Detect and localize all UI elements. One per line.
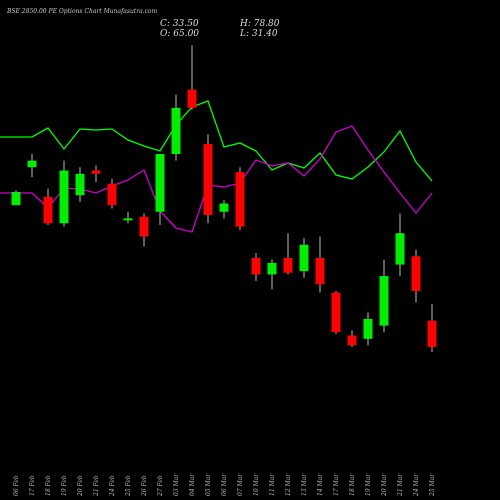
- x-tick-label: 14 Mar: [317, 473, 324, 496]
- x-tick-label: 19 Feb: [61, 475, 68, 496]
- candle-body-12-mar: [283, 257, 293, 273]
- candle-body-06-mar: [219, 203, 229, 212]
- candle-body-18-feb: [43, 196, 53, 224]
- x-tick-label: 07 Mar: [237, 473, 244, 496]
- candle-body-11-mar: [267, 262, 277, 275]
- x-tick-label: 11 Mar: [269, 473, 276, 496]
- candle-body-17-feb: [27, 160, 37, 168]
- candle-body-24-mar: [411, 256, 421, 291]
- candle-body-21-feb: [91, 170, 101, 174]
- x-tick-label: 20 Mar: [381, 473, 388, 497]
- low-value: L: 31.40: [240, 29, 278, 39]
- x-tick-label: 18 Mar: [349, 473, 356, 496]
- high-value: H: 78.80: [240, 19, 280, 29]
- chart-title: BSE 2850.00 PE Options Chart Munafasutra…: [7, 8, 158, 15]
- close-value: C: 33.50: [160, 19, 199, 29]
- x-tick-label: 04 Mar: [189, 473, 196, 496]
- candle-body-18-mar: [347, 335, 357, 346]
- x-tick-label: 24 Feb: [109, 475, 116, 497]
- x-tick-label: 03 Mar: [173, 473, 180, 496]
- x-tick-label: 26 Feb: [141, 475, 148, 497]
- x-tick-label: 12 Mar: [285, 473, 292, 496]
- x-tick-label: 06 Mar: [221, 473, 228, 496]
- x-tick-label: 24 Mar: [413, 473, 420, 497]
- candle-body-27-feb: [155, 154, 165, 212]
- indicator-line-1: [0, 100, 433, 182]
- x-tick-label: 20 Feb: [77, 475, 84, 497]
- candle-body-14-mar: [315, 257, 325, 285]
- x-tick-label: 17 Mar: [333, 473, 340, 496]
- candle-body-26-feb: [139, 216, 149, 237]
- candle-body-13-mar: [299, 244, 309, 272]
- candle-body-25-mar: [427, 320, 437, 348]
- x-tick-label: 21 Mar: [397, 473, 404, 497]
- x-tick-label: 17 Feb: [29, 475, 36, 496]
- candle-body-25-feb: [123, 218, 133, 221]
- candle-body-10-mar: [251, 257, 261, 275]
- x-tick-label: 05 Mar: [205, 473, 212, 496]
- x-tick-label: 10 Mar: [253, 473, 260, 496]
- x-tick-label: 25 Feb: [125, 475, 132, 497]
- x-tick-label: 13 Mar: [301, 473, 308, 496]
- candle-body-19-mar: [363, 319, 373, 339]
- candle-body-20-feb: [75, 173, 85, 196]
- candle-body-21-mar: [395, 233, 405, 265]
- candle-body-03-mar: [171, 107, 181, 154]
- x-tick-label: 06 Feb: [13, 475, 20, 496]
- open-value: O: 65.00: [160, 29, 200, 39]
- candle-body-07-mar: [235, 172, 245, 227]
- candle-body-24-feb: [107, 183, 117, 206]
- candle-body-04-mar: [187, 89, 197, 108]
- x-tick-label: 18 Feb: [45, 475, 52, 496]
- candle-body-19-feb: [59, 170, 69, 224]
- candle-body-17-mar: [331, 292, 341, 333]
- x-tick-label: 21 Feb: [93, 475, 100, 497]
- candle-body-20-mar: [379, 276, 389, 326]
- x-tick-label: 19 Mar: [365, 473, 372, 496]
- indicator-line-2: [0, 125, 433, 233]
- candle-body-05-mar: [203, 144, 213, 216]
- x-tick-label: 25 Mar: [429, 473, 436, 497]
- x-tick-label: 27 Feb: [157, 475, 164, 497]
- candle-body-06-feb: [11, 191, 21, 206]
